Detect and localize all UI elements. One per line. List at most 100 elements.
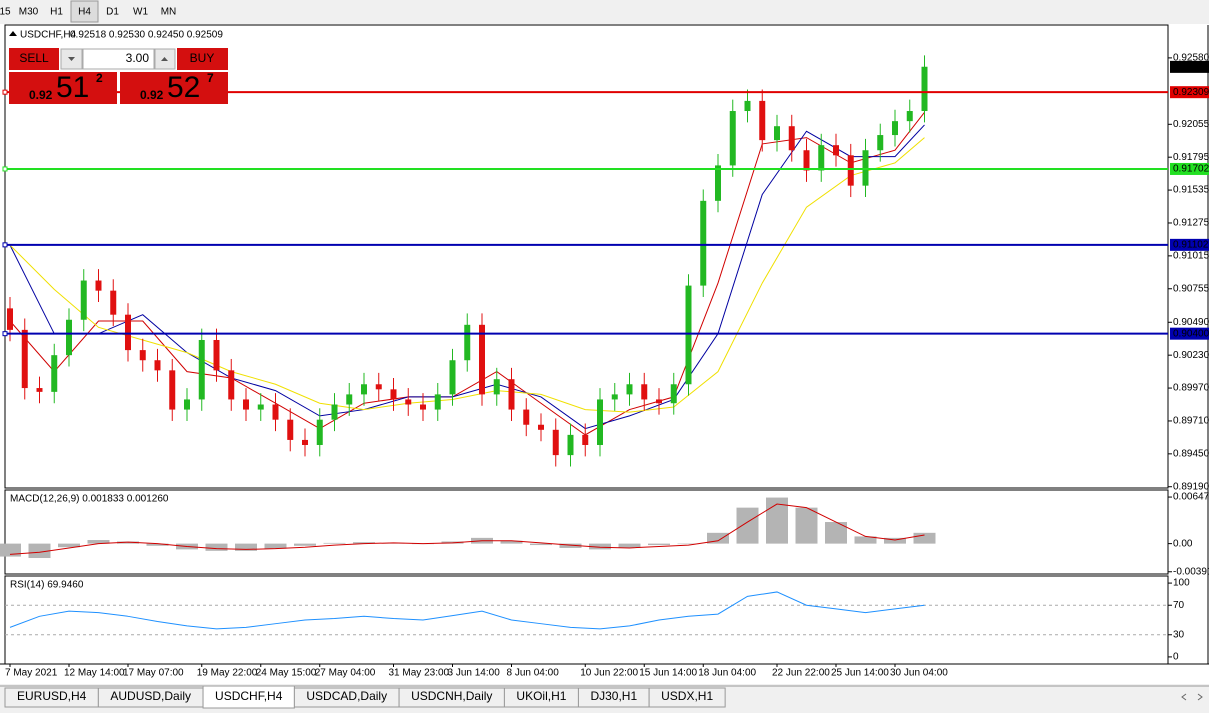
candle-body — [818, 145, 825, 171]
candle-body — [198, 339, 205, 400]
candle-body — [479, 324, 485, 395]
y-tick-label: 0.90230 — [1173, 350, 1209, 361]
x-tick-label: 18 Jun 04:00 — [698, 668, 756, 679]
y-tick-label: 0.89190 — [1173, 481, 1209, 492]
candle-body — [862, 150, 869, 186]
header-triangle — [9, 31, 17, 36]
y-tick-label: 100 — [1173, 578, 1190, 589]
timeframe-button[interactable] — [0, 1, 14, 22]
candle-body — [803, 150, 810, 171]
candle-body — [552, 429, 559, 456]
timeframe-label[interactable]: H4 — [78, 7, 91, 18]
x-tick-label: 31 May 23:00 — [389, 668, 450, 679]
lot-input[interactable] — [82, 48, 155, 70]
tab-label[interactable]: UKOil,H1 — [516, 689, 566, 703]
y-tick-label: 0.89970 — [1173, 383, 1209, 394]
tab-label[interactable]: EURUSD,H4 — [17, 689, 87, 703]
tab-label[interactable]: USDX,H1 — [661, 689, 713, 703]
y-tick-label: 0.92580 — [1173, 53, 1209, 64]
lot-down-arrow — [68, 57, 75, 61]
timeframe-button[interactable] — [70, 0, 99, 23]
candle-body — [715, 165, 721, 201]
x-tick-label: 3 Jun 14:00 — [448, 668, 501, 679]
candle-body — [331, 404, 338, 420]
buy-button[interactable] — [177, 48, 228, 70]
timeframe-button[interactable] — [43, 1, 70, 22]
candle-body — [774, 126, 780, 141]
tab-label[interactable]: USDCHF,H4 — [215, 689, 283, 703]
last-price-label: 0.92509 — [1173, 62, 1209, 73]
level-label-box — [1170, 238, 1209, 251]
sell-button[interactable] — [9, 48, 59, 70]
candle-body — [847, 155, 854, 186]
timeframe-label[interactable]: H1 — [50, 7, 63, 18]
price-pips: 51 — [56, 71, 89, 104]
candle-body — [508, 379, 515, 410]
timeframe-label[interactable]: W1 — [133, 7, 148, 18]
candle-body — [213, 339, 220, 371]
timeframe-label[interactable]: 15 — [0, 7, 11, 18]
tab-label[interactable]: USDCNH,Daily — [411, 689, 492, 703]
macd-bar — [648, 543, 670, 546]
candle-body — [464, 324, 471, 361]
candle-body — [110, 290, 117, 315]
tab-label[interactable]: AUDUSD,Daily — [110, 689, 191, 703]
candle-body — [877, 135, 884, 151]
timeframe-label[interactable]: D1 — [106, 7, 119, 18]
tab-label[interactable]: DJ30,H1 — [590, 689, 637, 703]
tab[interactable] — [648, 687, 726, 708]
macd-bar — [87, 540, 110, 544]
price-box[interactable] — [120, 72, 228, 104]
macd-bar — [589, 543, 611, 550]
macd-bar — [677, 543, 700, 545]
candle-body — [656, 399, 662, 404]
macd-bar — [854, 536, 877, 544]
macd-bar — [530, 543, 552, 546]
macd-bar — [825, 522, 847, 544]
y-tick-label: 0.90490 — [1173, 317, 1209, 328]
level-handle — [2, 89, 8, 95]
macd-signal — [9, 503, 925, 555]
x-tick-label: 19 May 22:00 — [197, 668, 258, 679]
buy-label[interactable]: BUY — [190, 51, 215, 65]
candle-body — [66, 319, 72, 356]
candle-body — [567, 434, 574, 456]
timeframe-button[interactable] — [15, 1, 42, 22]
price-big: 0.92 — [29, 88, 53, 102]
candle-body — [641, 384, 648, 400]
macd-bar — [0, 543, 21, 557]
level-label-box — [1170, 86, 1209, 99]
level-label: 0.90400 — [1173, 328, 1209, 339]
macd-bar — [235, 543, 257, 551]
candle-body — [611, 394, 618, 400]
price-point: 2 — [96, 71, 103, 85]
y-tick-label: 0.89450 — [1173, 448, 1209, 459]
lot-value[interactable]: 3.00 — [126, 51, 150, 65]
candle-body — [375, 384, 382, 390]
price-point: 7 — [207, 71, 214, 85]
sell-label[interactable]: SELL — [19, 51, 49, 65]
timeframe-label[interactable]: M30 — [19, 7, 39, 18]
macd-bar — [294, 543, 316, 546]
timeframe-button[interactable] — [99, 1, 126, 22]
y-tick-label: 0.91015 — [1173, 251, 1209, 262]
tab-label[interactable]: USDCAD,Daily — [306, 689, 387, 703]
candle-body — [184, 399, 190, 410]
x-tick-label: 25 Jun 14:00 — [831, 668, 889, 679]
x-tick-label: 15 Jun 14:00 — [639, 668, 697, 679]
timeframe-button[interactable] — [155, 1, 182, 22]
price-box[interactable] — [9, 72, 117, 104]
macd-bar — [323, 542, 346, 544]
candle-body — [154, 360, 161, 371]
macd-bar — [353, 542, 375, 544]
rsi-line — [9, 591, 925, 630]
candle-body — [493, 379, 500, 395]
y-tick-label: 0.89710 — [1173, 416, 1209, 427]
timeframe-button[interactable] — [127, 1, 154, 22]
macd-title: MACD(12,26,9) 0.001833 0.001260 — [10, 494, 169, 505]
lot-up-arrow — [161, 57, 168, 61]
macd-bar — [884, 537, 906, 544]
candle-body — [302, 439, 308, 445]
timeframe-label[interactable]: MN — [161, 7, 177, 18]
